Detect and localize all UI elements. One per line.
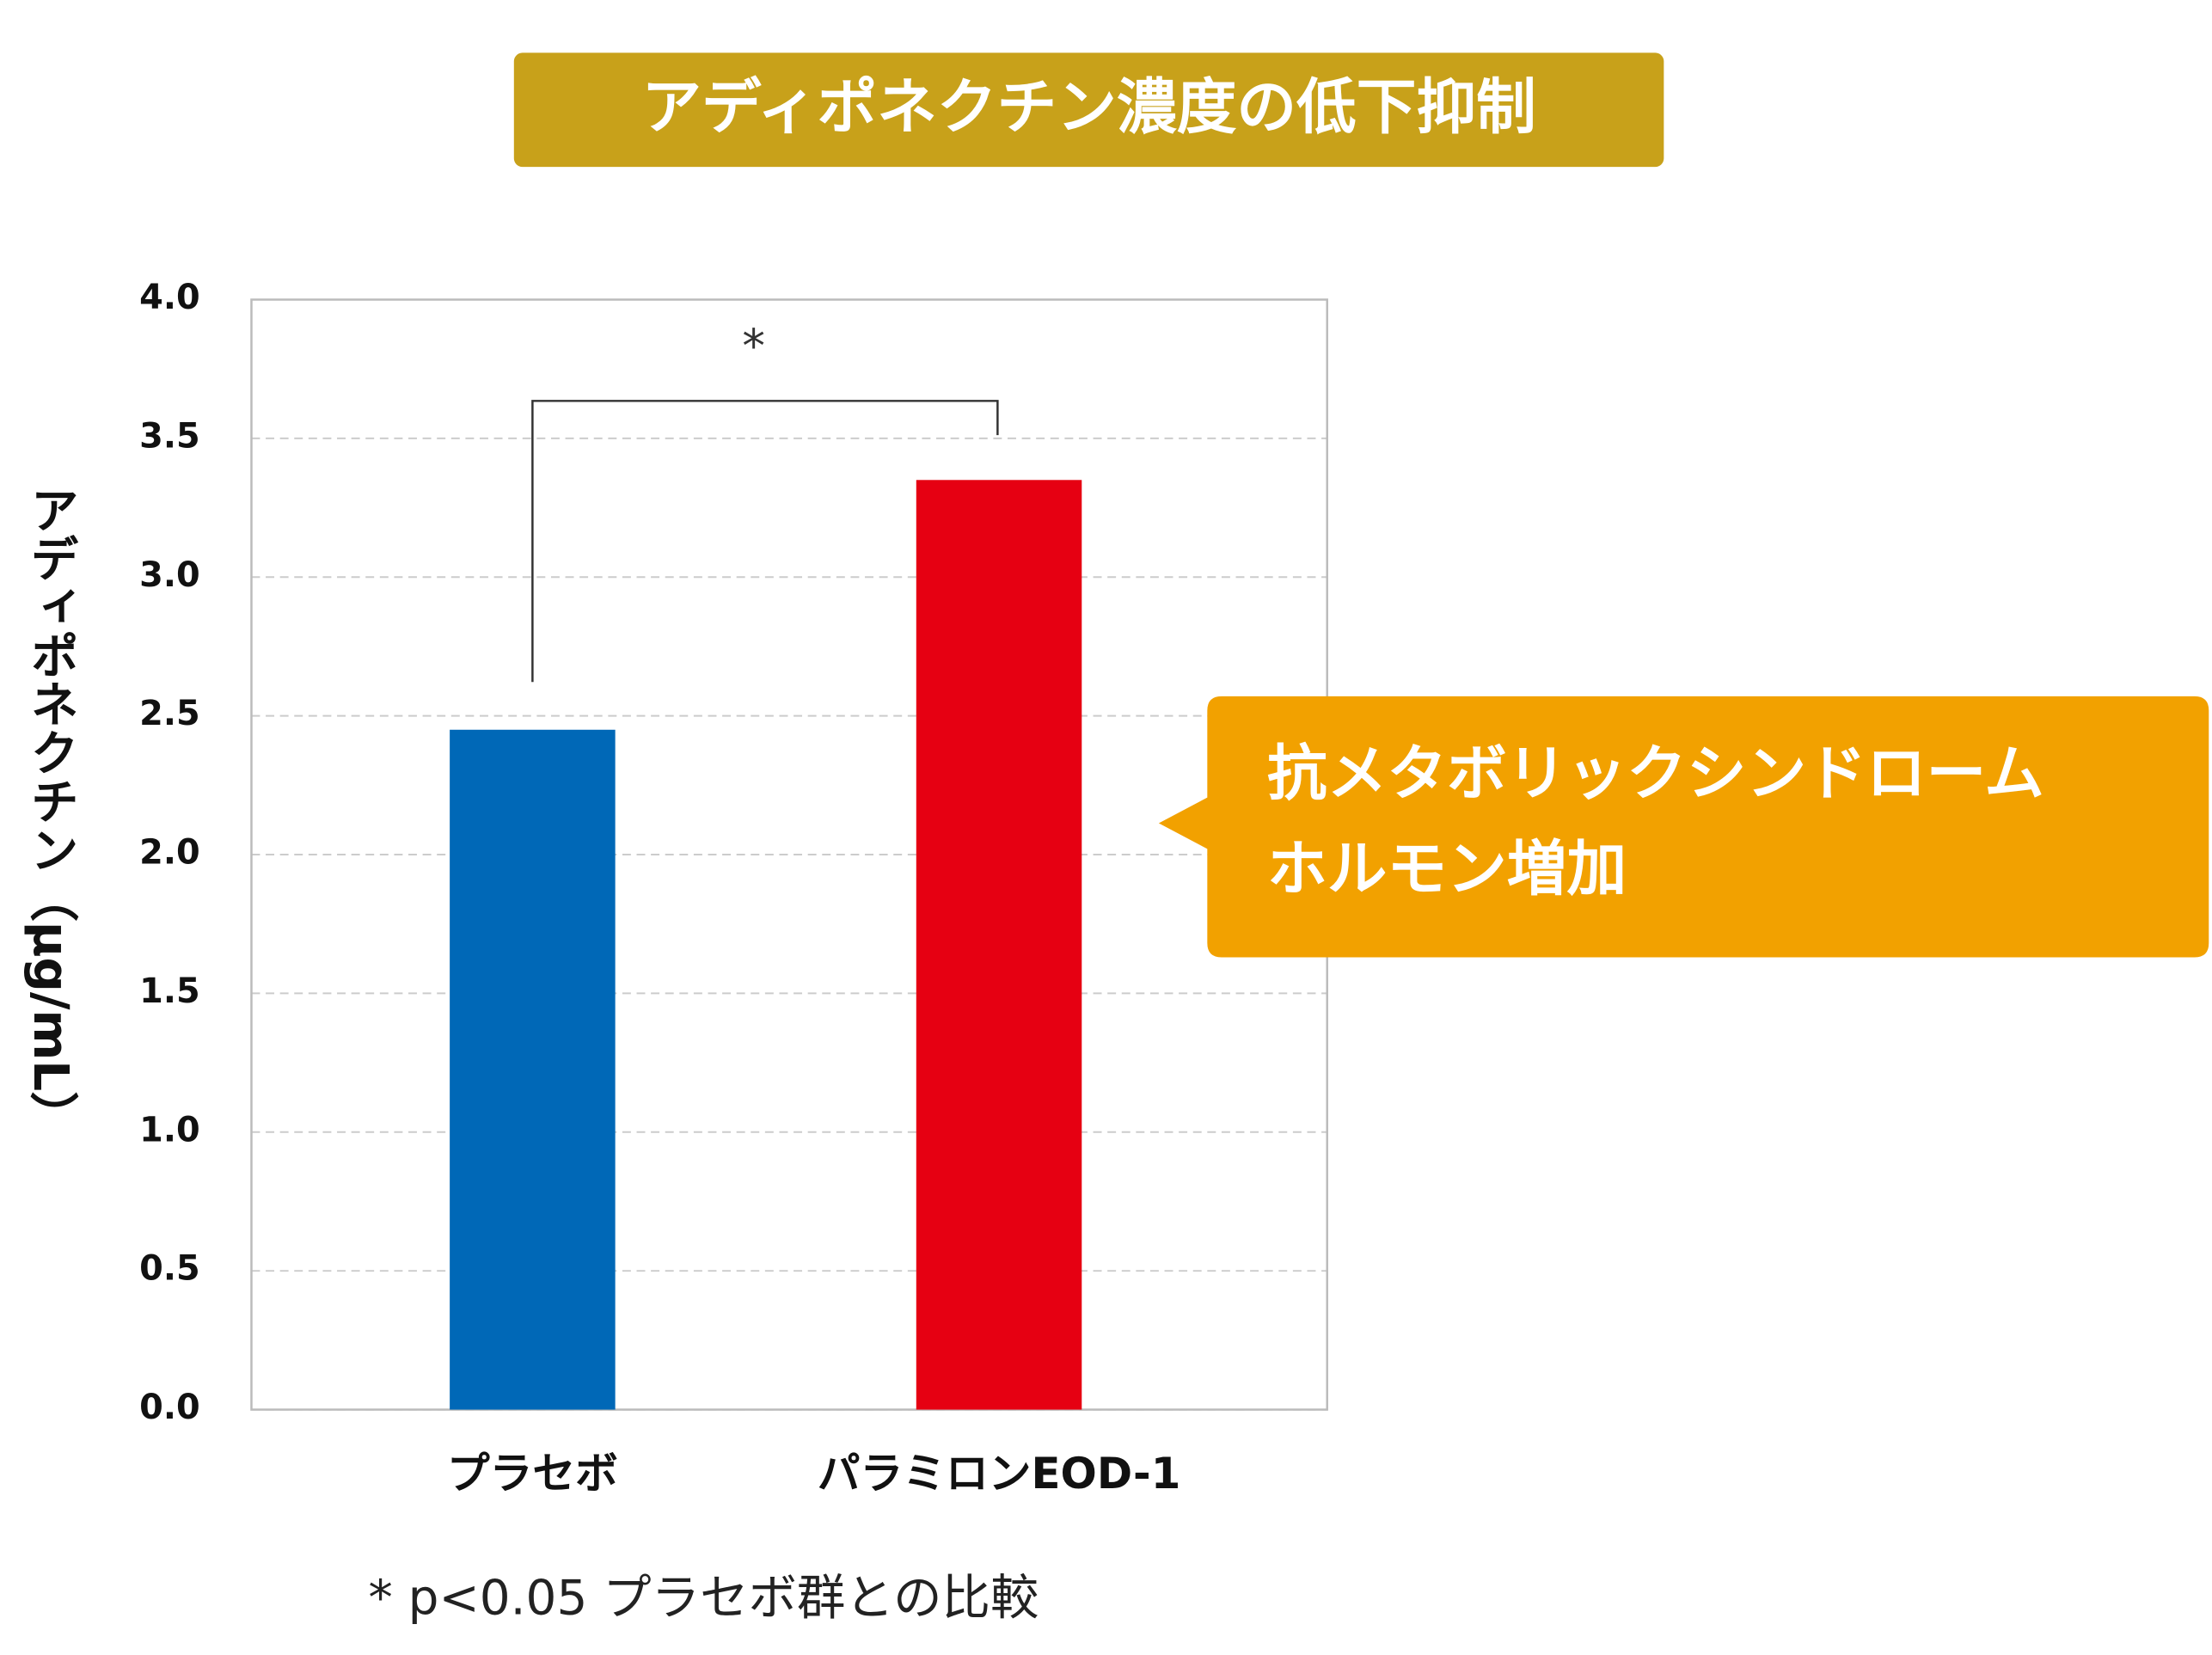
callout-box: [1158, 696, 2209, 958]
y-tick-label: 3.0: [139, 555, 200, 595]
y-axis-label: アディポネクチン（μg/mL）: [22, 485, 78, 1139]
y-tick-label: 3.5: [139, 416, 200, 456]
bar: [916, 480, 1082, 1410]
y-tick-label: 1.0: [139, 1110, 200, 1149]
callout-line: 抗メタボリックシンドローム: [1267, 739, 2044, 808]
title-box: [513, 52, 1664, 168]
y-tick-label: 4.0: [139, 278, 200, 317]
x-tick-label: パラミロンEOD-1: [818, 1449, 1181, 1499]
chart-title: アディポネクチン濃度の低下抑制: [641, 72, 1535, 142]
y-tick-label: 2.0: [139, 833, 200, 873]
footnote: * p<0.05 プラセボ群との比較: [369, 1571, 1039, 1627]
x-tick-label: プラセボ: [447, 1449, 618, 1499]
significance-mark: *: [742, 320, 765, 373]
y-tick-label: 1.5: [139, 972, 200, 1011]
y-tick-label: 0.0: [139, 1388, 200, 1427]
y-tick-label: 0.5: [139, 1249, 200, 1289]
callout-line: ホルモン増加: [1267, 835, 1627, 904]
bar: [450, 729, 616, 1410]
significance-bracket: [531, 400, 999, 683]
y-tick-label: 2.5: [139, 694, 200, 733]
